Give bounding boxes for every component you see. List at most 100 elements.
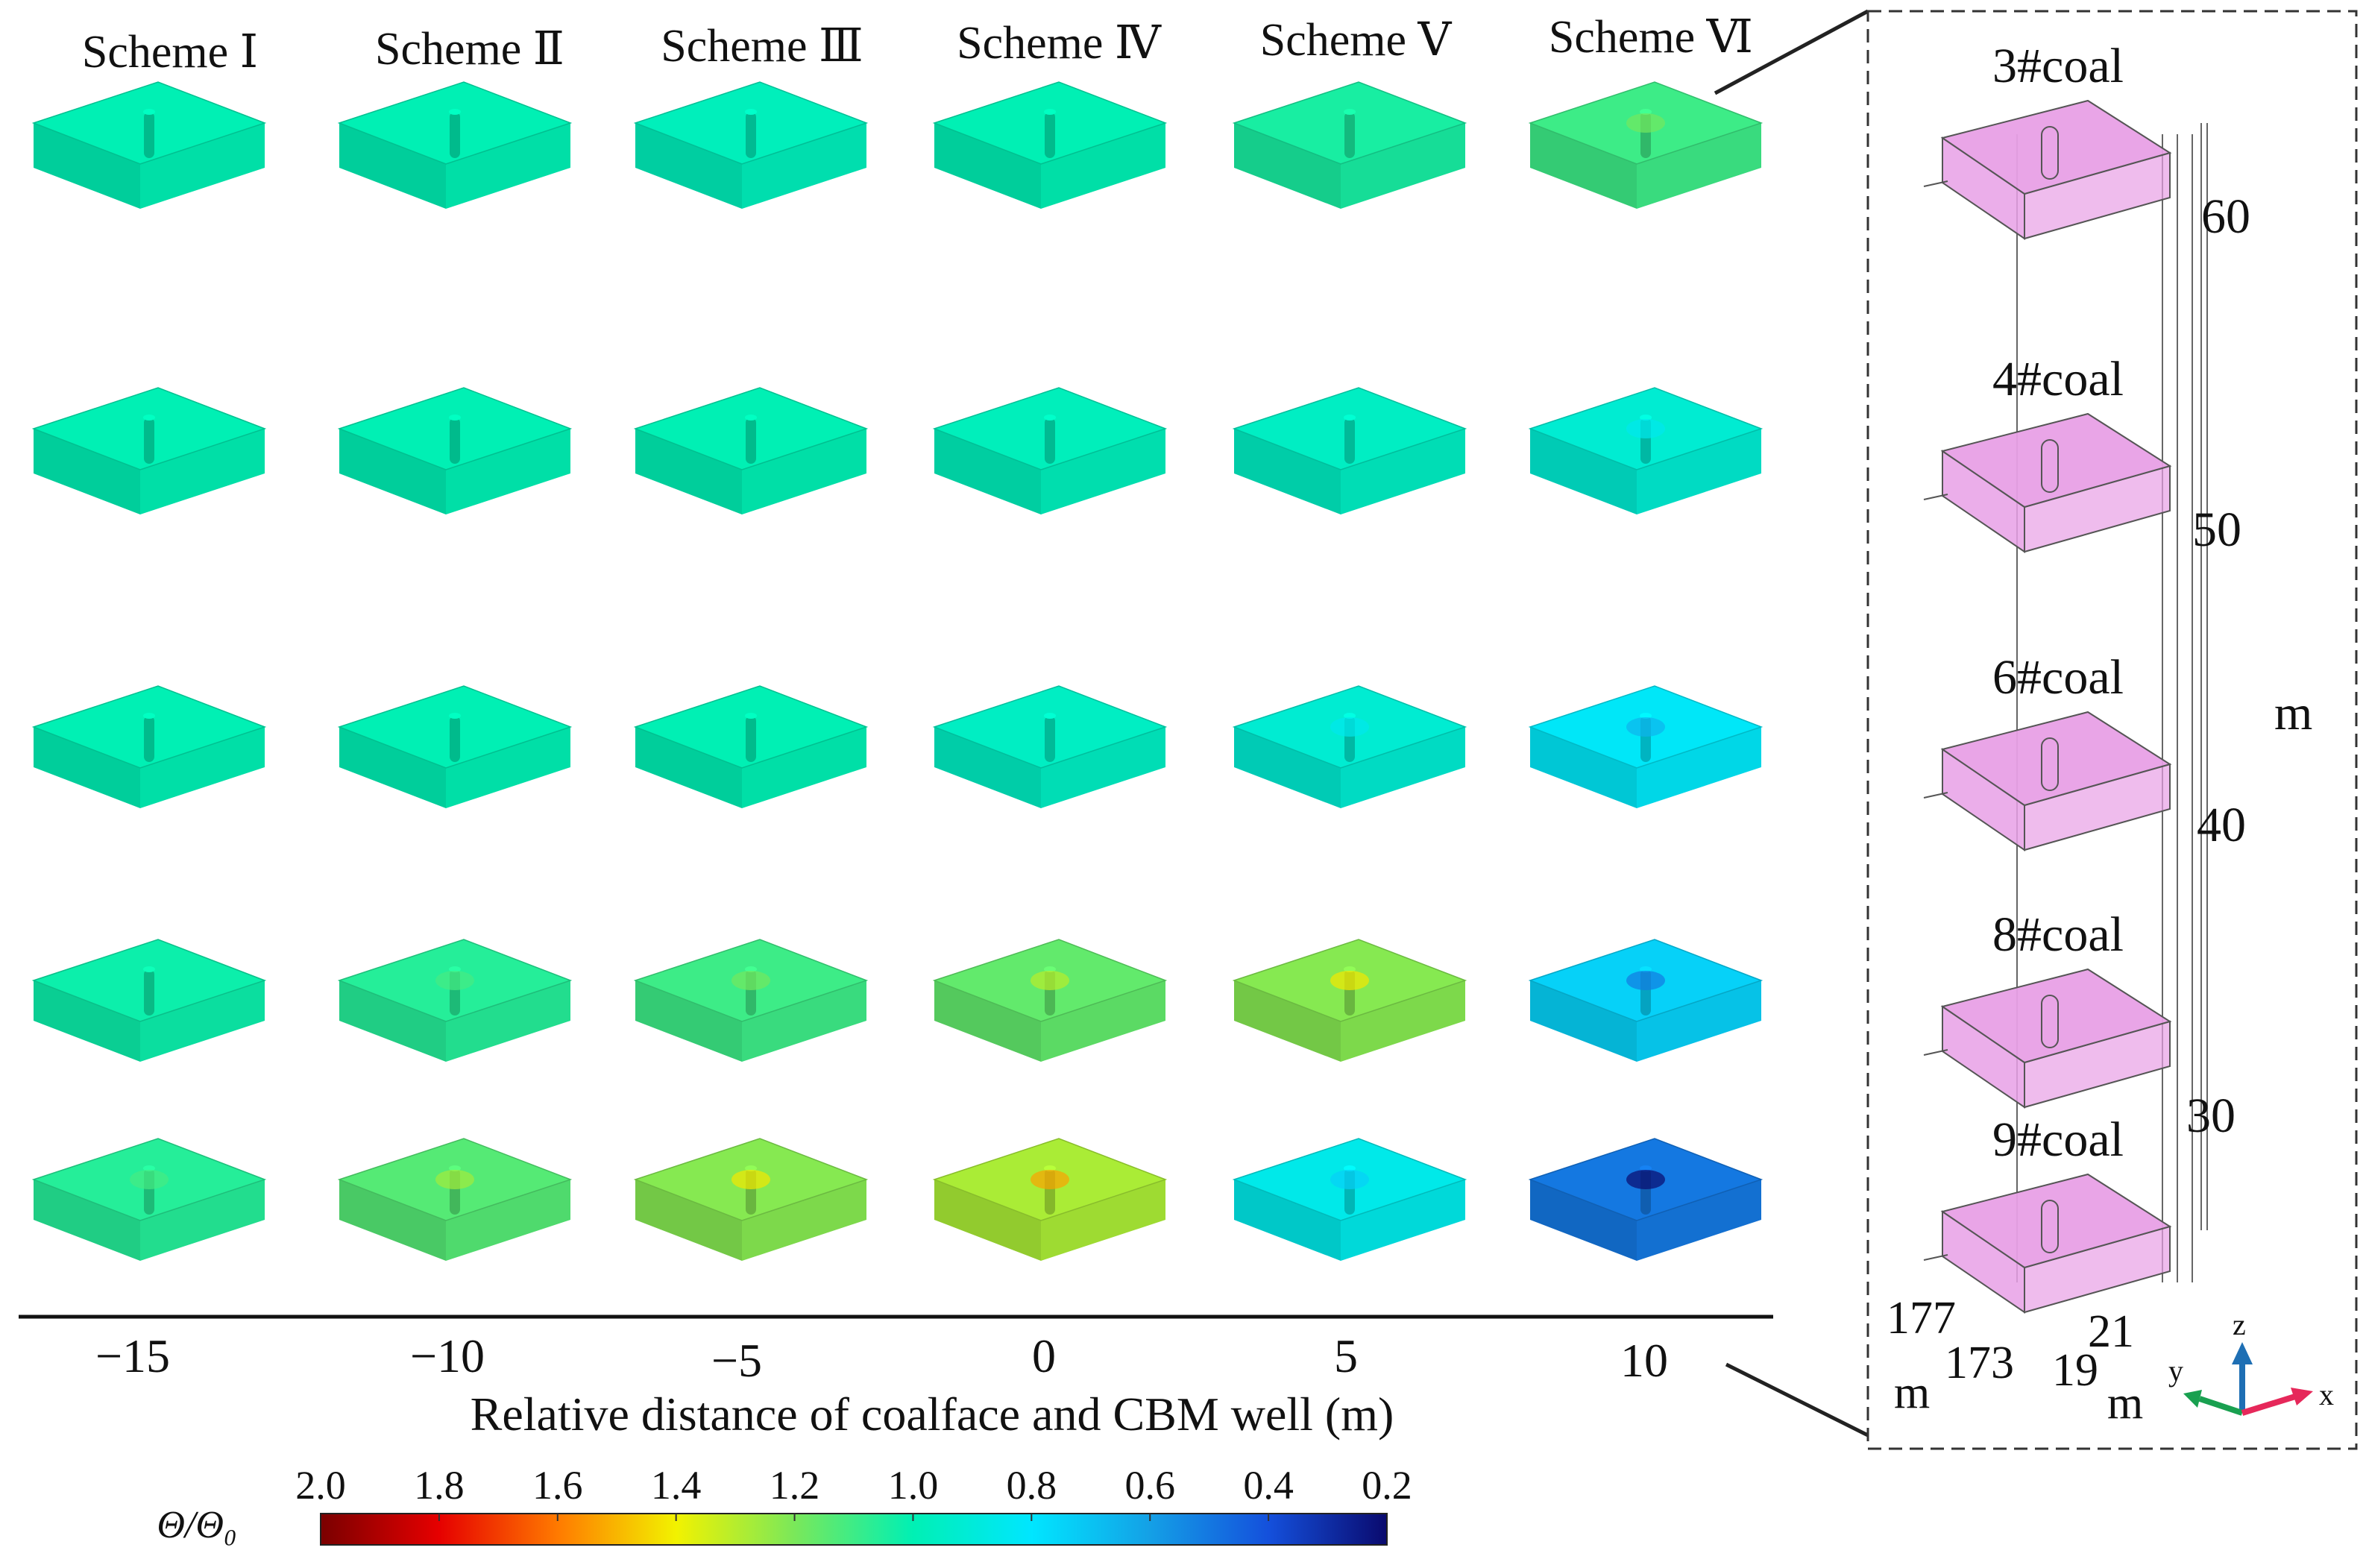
wellbore bbox=[450, 112, 460, 158]
block-front-face bbox=[1530, 429, 1637, 514]
colorbar-tick-label: 0.8 bbox=[1007, 1463, 1057, 1508]
colorbar-ticks: 2.0 1.8 1.6 1.4 1.2 1.0 0.8 0.6 0.4 0.2 bbox=[295, 1463, 1412, 1521]
triad-x-arrow bbox=[2241, 1394, 2297, 1416]
block-side-face bbox=[1341, 123, 1465, 209]
simulation-block bbox=[337, 685, 573, 808]
seam-wellbore bbox=[2041, 439, 2059, 493]
stress-concentration bbox=[1031, 971, 1069, 990]
seam-top-face bbox=[1940, 968, 2172, 1064]
block-side-face bbox=[1637, 1180, 1761, 1261]
simulation-block bbox=[1232, 81, 1467, 209]
coal-seams: 3#coal 4#coal 6#coal 8#coal 9#coal bbox=[1923, 39, 2208, 1314]
block-side-face bbox=[742, 980, 866, 1062]
block-side-face bbox=[1341, 429, 1465, 514]
wellbore bbox=[450, 418, 460, 464]
seam-wellbore bbox=[2041, 737, 2059, 791]
block-front-face bbox=[339, 429, 446, 514]
stress-concentration bbox=[1330, 971, 1369, 990]
wellbore-top bbox=[1044, 109, 1056, 115]
block-side-face bbox=[140, 429, 265, 514]
simulation-block bbox=[337, 1138, 573, 1261]
wellbore-top bbox=[745, 415, 757, 421]
block-front-face bbox=[339, 980, 446, 1062]
wellbore-top bbox=[1640, 713, 1652, 719]
x-tick-label: 10 bbox=[1620, 1334, 1668, 1387]
simulation-block bbox=[1528, 685, 1764, 808]
wellbore-top bbox=[745, 966, 757, 972]
block-side-face bbox=[1041, 429, 1165, 514]
wellbore bbox=[144, 716, 154, 762]
block-side-face bbox=[446, 980, 570, 1062]
coal-seam-label: 3#coal bbox=[1992, 39, 2124, 93]
simulation-block bbox=[932, 387, 1168, 514]
coal-seam: 8#coal bbox=[1923, 907, 2172, 1109]
simulation-block bbox=[633, 685, 869, 808]
simulation-block bbox=[633, 1138, 869, 1261]
colorbar-tick-label: 0.6 bbox=[1124, 1463, 1175, 1508]
stress-concentration bbox=[1031, 1170, 1069, 1189]
simulation-block bbox=[1528, 81, 1764, 209]
axis-triad: z y x bbox=[2168, 1308, 2334, 1416]
x-axis-title: Relative distance of coalface and CBM we… bbox=[471, 1388, 1394, 1441]
colorbar-tick-label: 1.4 bbox=[651, 1463, 702, 1508]
block-side-face bbox=[140, 123, 265, 209]
simulation-block bbox=[337, 939, 573, 1062]
z-tick-label: 30 bbox=[2186, 1089, 2236, 1143]
x-tick-label: −10 bbox=[410, 1329, 485, 1382]
block-front-face bbox=[1234, 1180, 1341, 1261]
simulation-block bbox=[932, 1138, 1168, 1261]
coal-seam: 6#coal bbox=[1923, 650, 2172, 851]
stress-concentration bbox=[1330, 1170, 1369, 1189]
stress-concentration bbox=[1626, 717, 1665, 737]
y-tick-label: 173 bbox=[1945, 1338, 2014, 1388]
block-side-face bbox=[1341, 980, 1465, 1062]
simulation-block bbox=[1232, 387, 1467, 514]
block-front-face bbox=[34, 429, 140, 514]
block-front-face bbox=[1234, 727, 1341, 808]
colorbar-tick-label: 2.0 bbox=[295, 1463, 346, 1508]
wellbore bbox=[144, 112, 154, 158]
block-side-face bbox=[742, 1180, 866, 1261]
block-side-face bbox=[446, 727, 570, 808]
triad-y-arrow bbox=[2198, 1396, 2244, 1416]
scheme-label-4: Scheme Ⅳ bbox=[957, 18, 1162, 69]
block-side-face bbox=[742, 123, 866, 209]
triad-z-label: z bbox=[2233, 1308, 2246, 1341]
block-side-face bbox=[1637, 429, 1761, 514]
wellbore-top bbox=[1344, 109, 1356, 115]
block-front-face bbox=[1234, 980, 1341, 1062]
wellbore-top bbox=[1044, 713, 1056, 719]
block-front-face bbox=[1530, 1180, 1637, 1261]
simulation-block bbox=[31, 685, 267, 808]
colorbar-gradient bbox=[320, 1513, 1388, 1546]
block-front-face bbox=[1530, 727, 1637, 808]
block-side-face bbox=[1341, 1180, 1465, 1261]
scheme-label-3: Scheme Ⅲ bbox=[661, 21, 863, 72]
wellbore-top bbox=[449, 966, 461, 972]
block-side-face bbox=[1637, 980, 1761, 1062]
simulation-block bbox=[31, 387, 267, 514]
wellbore-top bbox=[143, 713, 155, 719]
wellbore bbox=[1045, 418, 1055, 464]
seam-edge-line bbox=[1923, 792, 1948, 799]
wellbore-top bbox=[1640, 966, 1652, 972]
y-axis-unit: m bbox=[1894, 1367, 1930, 1418]
simulation-block bbox=[1528, 387, 1764, 514]
block-front-face bbox=[1530, 980, 1637, 1062]
block-side-face bbox=[446, 1180, 570, 1261]
simulation-block bbox=[1232, 685, 1467, 808]
wellbore-top bbox=[1044, 1165, 1056, 1171]
seam-top-face bbox=[1940, 99, 2172, 195]
stress-concentration bbox=[1626, 113, 1665, 133]
seam-top-face bbox=[1940, 711, 2172, 807]
wellbore-top bbox=[1344, 966, 1356, 972]
wellbore-top bbox=[745, 109, 757, 115]
x-model-axis-unit: m bbox=[2107, 1378, 2143, 1429]
block-front-face bbox=[34, 727, 140, 808]
wellbore bbox=[450, 716, 460, 762]
connector-line-top bbox=[1714, 9, 1869, 95]
x-tick-label: −15 bbox=[95, 1329, 170, 1382]
wellbore bbox=[1045, 112, 1055, 158]
simulation-block bbox=[1528, 939, 1764, 1062]
x-tick-label: −5 bbox=[711, 1334, 762, 1387]
